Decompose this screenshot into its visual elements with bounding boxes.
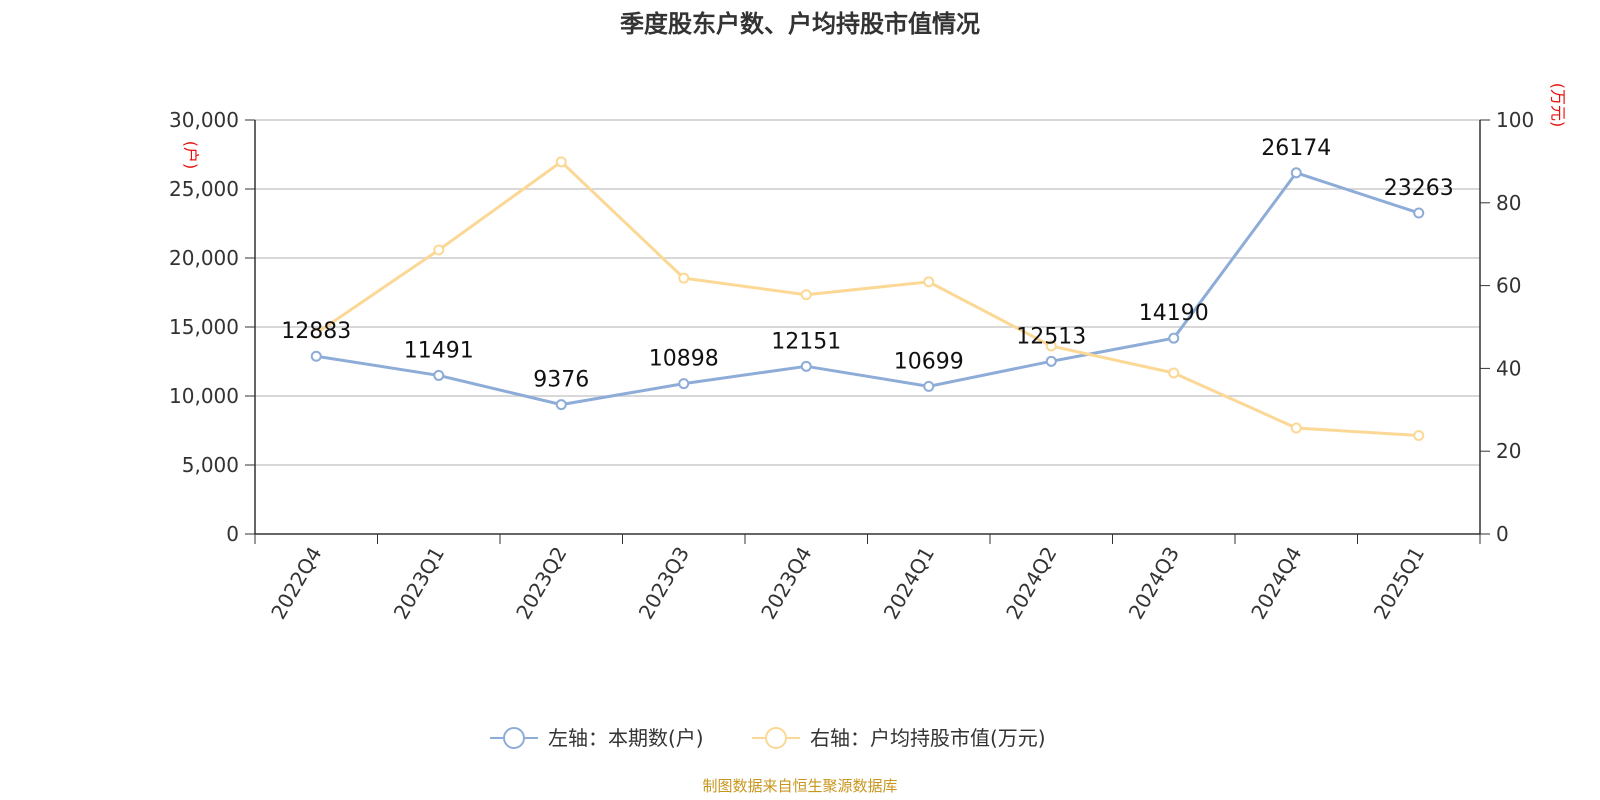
data-point-left [1290,167,1302,179]
series-line-right [315,160,1419,437]
legend[interactable]: 左轴：本期数(户) 右轴：户均持股市值(万元) [490,726,1046,750]
data-point-left [800,360,812,372]
data-point-right [433,244,445,256]
data-label: 26174 [1261,136,1331,161]
data-label: 9376 [533,368,589,393]
data-point-right [1045,340,1057,352]
data-point-left [1168,332,1180,344]
legend-item-right[interactable]: 右轴：户均持股市值(万元) [752,726,1046,750]
data-label: 12883 [281,319,351,344]
series-lines [310,156,1425,441]
chart-title: 季度股东户数、户均持股市值情况 [620,10,980,38]
left-axis-tick-label: 0 [226,522,239,546]
data-point-right [800,289,812,301]
x-axis-tick-label: 2024Q2 [1001,543,1061,624]
x-axis-tick-label: 2023Q1 [389,543,449,624]
grid-lines [255,119,1480,466]
right-axis-tick-label: 100 [1496,108,1534,132]
x-axis-tick-label: 2024Q3 [1124,543,1184,624]
legend-label-right: 右轴：户均持股市值(万元) [810,726,1046,750]
data-point-right [1413,429,1425,441]
left-axis-tick-label: 5,000 [182,453,239,477]
left-axis-tick-label: 30,000 [169,108,239,132]
data-point-right [1290,422,1302,434]
data-point-right [1168,367,1180,379]
legend-label-left: 左轴：本期数(户) [548,726,704,750]
source-note: 制图数据来自恒生聚源数据库 [702,777,897,795]
right-axis-tick-label: 40 [1496,356,1521,380]
data-point-left [555,399,567,411]
data-label: 10699 [894,349,964,374]
x-axis-tick-label: 2024Q1 [879,543,939,624]
data-label: 11491 [404,338,474,363]
data-label: 23263 [1384,176,1454,201]
data-point-left [678,378,690,390]
right-axis-tick-label: 60 [1496,274,1521,298]
right-axis-tick-label: 80 [1496,191,1521,215]
data-point-right [923,276,935,288]
data-label: 12513 [1016,324,1086,349]
left-axis-unit: (户) [182,141,201,170]
x-axis-tick-label: 2025Q1 [1369,543,1429,624]
left-axis-tick-label: 20,000 [169,246,239,270]
x-axis-tick-label: 2023Q4 [756,543,816,624]
data-label: 10898 [649,347,719,372]
data-labels: 12883 11491 9376 10898 12151 10699 12513 14190 2… [281,136,1454,393]
data-label: 14190 [1139,301,1209,326]
x-axis-tick-label: 2023Q3 [634,543,694,624]
data-point-left [1413,207,1425,219]
left-axis-tick-label: 25,000 [169,177,239,201]
data-point-right [678,272,690,284]
x-axis-tick-label: 2024Q4 [1246,543,1306,624]
data-label: 12151 [771,329,841,354]
left-axis-tick-label: 15,000 [169,315,239,339]
data-point-left [310,350,322,362]
right-axis-tick-label: 0 [1496,522,1509,546]
legend-item-left[interactable]: 左轴：本期数(户) [490,726,704,750]
data-point-left [1045,355,1057,367]
legend-marker-left [503,727,525,749]
x-axis-tick-label: 2023Q2 [511,543,571,624]
legend-marker-right [765,727,787,749]
left-axis-tick-label: 10,000 [169,384,239,408]
data-point-left [923,380,935,392]
data-point-right [310,327,322,339]
x-axis-tick-label: 2022Q4 [266,543,326,624]
right-axis-tick-label: 20 [1496,439,1521,463]
series-line-left [316,171,1420,407]
data-point-left [433,369,445,381]
data-point-right [555,156,567,168]
right-axis-unit: (万元) [1549,83,1568,128]
